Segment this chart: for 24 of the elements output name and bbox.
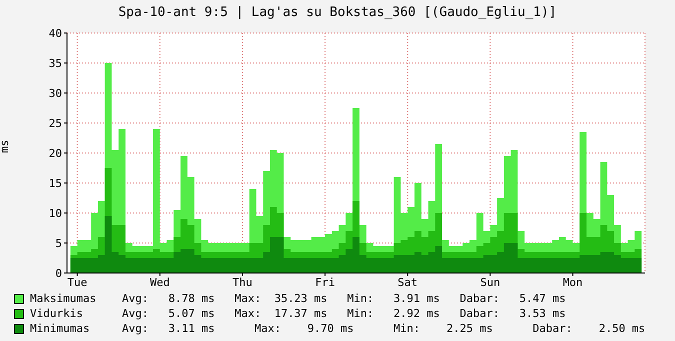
y-tick-label: 40 (48, 26, 62, 40)
x-tick-label: Mon (562, 276, 583, 289)
legend-label: Minimumas (30, 322, 91, 335)
text: Avg: 3.11 ms Max: 9.70 ms Min: 2.25 ms Dabar: 2.50 ms (122, 322, 646, 335)
text: Avg: 5.07 ms Max: 17.37 ms Min: 2.92 ms Dabar: 3.53 ms (122, 307, 566, 320)
y-tick-label: 30 (48, 86, 62, 100)
y-axis-title: ms (0, 140, 11, 153)
x-tick-label: Thu (232, 276, 252, 289)
y-tick-label: 20 (48, 146, 62, 160)
y-tick-label: 10 (48, 206, 62, 220)
y-tick-label: 15 (48, 176, 62, 190)
y-tick-label: 0 (55, 266, 62, 280)
y-tick-label: 25 (48, 116, 62, 130)
x-tick-label: Wed (150, 276, 170, 289)
legend-label: Vidurkis (30, 307, 84, 320)
legend-label: Maksimumas (30, 292, 98, 305)
y-tick-label: 5 (55, 236, 62, 250)
x-tick-label: Tue (67, 276, 88, 289)
x-tick-label: Fri (315, 276, 335, 289)
y-tick-label: 35 (48, 56, 62, 70)
text: Avg: 8.78 ms Max: 35.23 ms Min: 3.91 ms Dabar: 5.47 ms (122, 292, 566, 305)
x-tick-label: Sun (480, 276, 500, 289)
x-tick-label: Sat (398, 276, 418, 289)
chart-title: Spa-10-ant 9:5 | Lag'as su Bokstas_360 [(Gaudo_Egliu_1)] (117, 5, 558, 20)
